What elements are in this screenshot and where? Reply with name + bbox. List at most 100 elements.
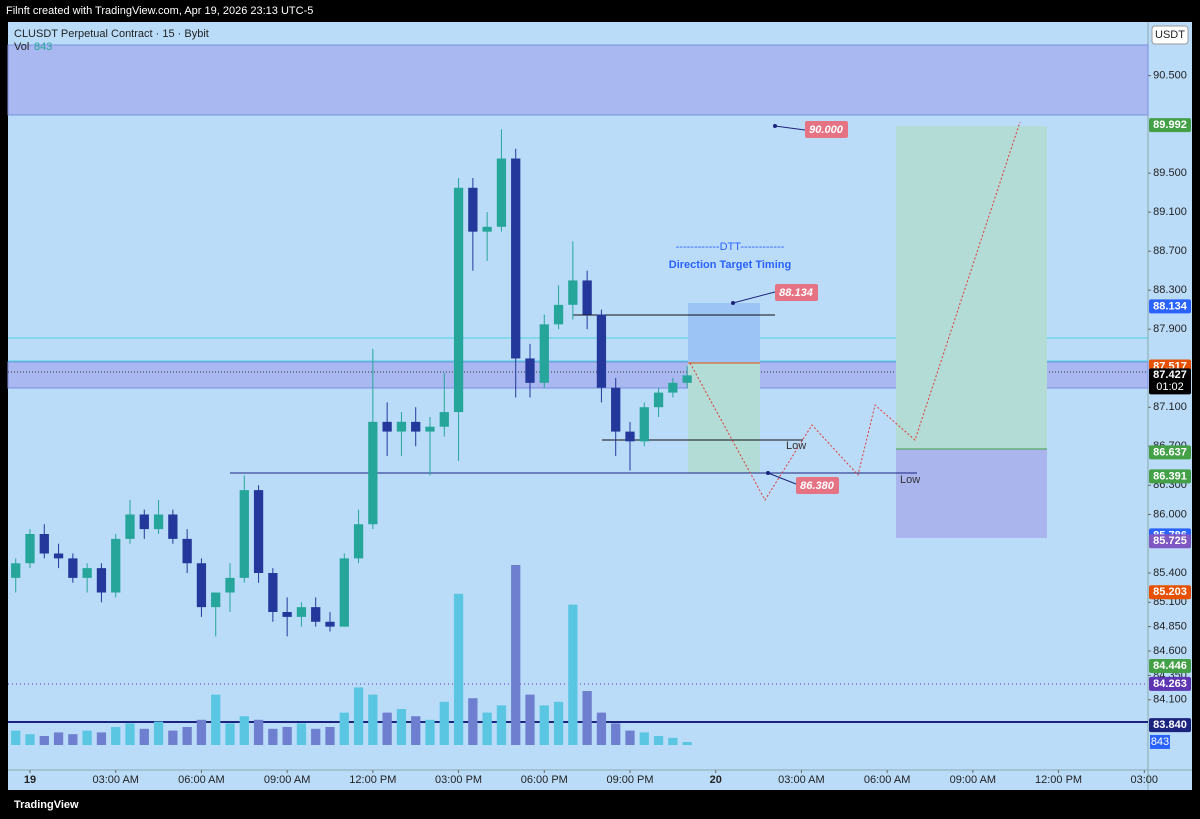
volume-bar	[211, 694, 221, 745]
candle-body	[611, 387, 621, 432]
y-tick-label: 84.850	[1153, 621, 1187, 633]
price-badge	[1149, 585, 1191, 600]
callout-dot	[731, 301, 735, 305]
x-tick-label: 09:00 PM	[606, 774, 653, 786]
annotation: ------------DTT------------	[676, 241, 785, 253]
volume-bar	[39, 736, 49, 745]
candle-body	[39, 533, 49, 554]
annotation: 90.000	[809, 124, 844, 136]
price-axis	[1148, 22, 1192, 770]
currency[interactable]: USDT	[1155, 29, 1185, 41]
volume-bar	[53, 732, 64, 745]
header: Filnft created with TradingView.com, Apr…	[6, 5, 313, 17]
box	[688, 363, 760, 473]
candle-body	[511, 158, 521, 359]
volume-bar	[25, 734, 35, 745]
candle-body	[625, 431, 635, 442]
candle-body	[382, 421, 392, 432]
volume-bar	[182, 727, 192, 745]
y-tick-label: 89.500	[1153, 167, 1187, 179]
candle-body	[396, 421, 407, 432]
price-badge	[1149, 469, 1191, 484]
price-badge-label: 86.637	[1153, 446, 1187, 458]
volume-bar	[482, 712, 492, 745]
y-tick-label: 86.000	[1153, 508, 1187, 520]
volume-bar	[225, 723, 235, 745]
volume-bar	[411, 716, 421, 745]
annotation: Direction Target Timing	[669, 259, 791, 271]
annotation: 86.380	[800, 480, 835, 492]
x-tick-label: 09:00 AM	[264, 774, 310, 786]
candle-body	[111, 538, 121, 593]
countdown: 01:02	[1156, 381, 1184, 393]
candle-body	[339, 558, 349, 627]
candle-body	[268, 573, 278, 613]
annotation: Low	[786, 440, 806, 452]
candle-body	[682, 375, 692, 383]
candle-body	[139, 514, 149, 530]
x-tick-label: 19	[24, 774, 36, 786]
candle-body	[68, 558, 78, 578]
y-tick-label: 87.900	[1153, 323, 1187, 335]
y-tick-label: 88.700	[1153, 245, 1187, 257]
candle-body	[168, 514, 178, 539]
y-tick-label: 90.500	[1153, 70, 1187, 82]
volume-bar	[611, 723, 621, 745]
candle-body	[411, 421, 421, 432]
x-tick-label: 06:00 AM	[178, 774, 224, 786]
volume-bar	[82, 730, 92, 745]
candle-body	[653, 392, 664, 408]
brand: TradingView	[14, 799, 79, 811]
price-badge-label: 84.263	[1153, 678, 1187, 690]
volume-bar	[596, 712, 607, 745]
target-zone	[896, 126, 1047, 449]
candle-body	[353, 524, 364, 559]
price-badge-label: 83.840	[1153, 719, 1187, 731]
price-badge-label: 89.992	[1153, 119, 1187, 131]
volume-bar	[325, 727, 335, 745]
price-badge	[1149, 368, 1191, 395]
volume-bar	[239, 716, 249, 745]
volume-bar	[353, 687, 364, 745]
candle-body	[82, 568, 92, 578]
volume-bar	[339, 712, 349, 745]
callout-line	[732, 291, 776, 304]
candle-body	[496, 158, 507, 227]
volume-pane: 843	[11, 565, 1170, 749]
candle-body	[239, 490, 249, 578]
volume-bar	[282, 727, 292, 745]
candle-body	[253, 490, 264, 574]
volume-bar	[453, 593, 464, 745]
volume-bar	[253, 719, 264, 745]
volume-bar	[11, 730, 21, 745]
volume-bar	[311, 728, 321, 745]
x-tick-label: 20	[710, 774, 722, 786]
volume-bar	[568, 604, 578, 745]
candle-body	[25, 533, 35, 564]
currency-button[interactable]	[1151, 25, 1189, 45]
volume-bar	[382, 712, 392, 745]
y-tick-label: 87.100	[1153, 401, 1187, 413]
volume-bar	[668, 737, 678, 745]
volume-badge	[1150, 734, 1170, 749]
candle-body	[568, 280, 578, 305]
callout-line	[774, 125, 806, 131]
x-tick-label: 12:00 PM	[349, 774, 396, 786]
candle-body	[482, 226, 492, 232]
price-badge	[1149, 659, 1191, 674]
volume-bar	[425, 719, 435, 745]
callout-box	[775, 284, 818, 301]
x-tick-label: 06:00 PM	[521, 774, 568, 786]
zone	[7, 44, 1149, 116]
annotation: Low	[900, 474, 920, 486]
price-badge-label: 87.427	[1153, 369, 1187, 381]
candle-body	[211, 592, 221, 608]
volume-bar	[96, 732, 107, 745]
x-tick-label: 03:00 AM	[92, 774, 138, 786]
candle-body	[11, 563, 21, 578]
volume-bar	[296, 723, 307, 745]
candle-body	[582, 280, 592, 315]
volume-bar	[653, 736, 664, 745]
y-tick-label: 85.400	[1153, 567, 1187, 579]
